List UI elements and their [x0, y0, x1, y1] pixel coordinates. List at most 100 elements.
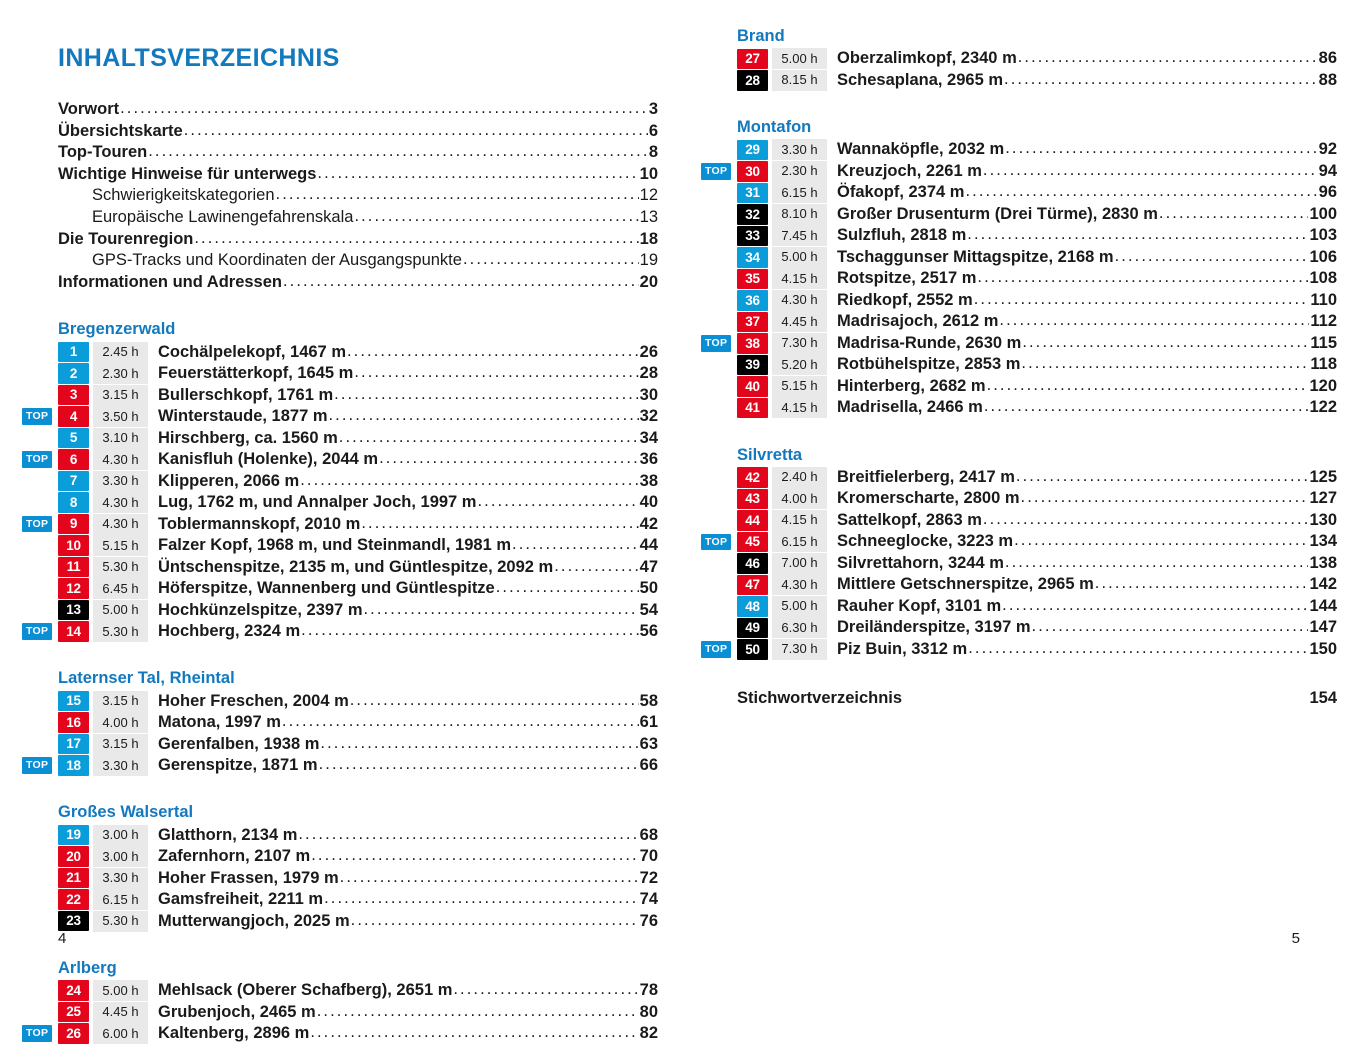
leader-dots: ........................................… [183, 120, 648, 139]
tour-row[interactable]: TOP 9 4.30 h Toblermannskopf, 2010 m.......… [22, 513, 658, 535]
top-badge-slot: TOP [22, 623, 58, 640]
tour-name: Hoher Freschen, 2004 m [158, 691, 349, 710]
front-matter-row[interactable]: Die Tourenregion........................… [58, 229, 658, 251]
left-column: INHALTSVERZEICHNIS Vorwort..............… [22, 0, 658, 1044]
tour-row[interactable]: 33 7.45 h Sulzfluh, 2818 m................… [737, 225, 1337, 247]
tour-row[interactable]: TOP 26 6.00 h Kaltenberg, 2896 m...........… [22, 1023, 658, 1044]
leader-dots: ........................................… [1002, 595, 1308, 614]
tour-row[interactable]: 43 4.00 h Kromerscharte, 2800 m...........… [737, 488, 1337, 510]
tour-name: Üntschenspitze, 2135 m, und Güntlespitze… [158, 557, 554, 576]
tour-row[interactable]: 49 6.30 h Dreiländerspitze, 3197 m........… [737, 617, 1337, 639]
tour-row[interactable]: 21 3.30 h Hoher Frassen, 1979 m...........… [58, 867, 658, 889]
tour-row[interactable]: TOP 6 4.30 h Kanisfluh (Holenke), 2044 m...… [22, 449, 658, 471]
tour-row[interactable]: 40 5.15 h Hinterberg, 2682 m..............… [737, 375, 1337, 398]
tour-row[interactable]: 12 6.45 h Höferspitze, Wannenberg und Günt… [58, 578, 658, 600]
tour-row[interactable]: 17 3.15 h Gerenfalben, 1938 m.............… [58, 733, 658, 755]
tour-name: Oberzalimkopf, 2340 m [837, 49, 1017, 68]
tour-row[interactable]: 44 4.15 h Sattelkopf, 2863 m..............… [737, 509, 1337, 532]
front-matter-row[interactable]: Top-Touren..............................… [58, 142, 658, 164]
tour-row[interactable]: 1 2.45 h Cochälpelekopf, 1467 m...........… [58, 341, 658, 363]
tour-page-number: 58 [639, 691, 658, 710]
tour-row[interactable]: 28 8.15 h Schesaplana, 2965 m.............… [737, 69, 1337, 92]
tour-row[interactable]: 19 3.00 h Glatthorn, 2134 m...............… [58, 824, 658, 846]
tour-row[interactable]: 7 3.30 h Klipperen, 2066 m................… [58, 470, 658, 492]
tour-name: Höferspitze, Wannenberg und Güntlespitze [158, 579, 495, 598]
tour-number-badge: 28 [737, 70, 768, 91]
tour-row[interactable]: 15 3.15 h Hoher Freschen, 2004 m..........… [58, 690, 658, 712]
top-badge-slot: TOP [22, 1025, 58, 1042]
tour-name: Madrisa-Runde, 2630 m [837, 333, 1022, 352]
tour-row[interactable]: TOP 50 7.30 h Piz Buin, 3312 m.............… [701, 638, 1337, 661]
tour-name: Madrisajoch, 2612 m [837, 312, 999, 331]
tour-row[interactable]: 41 4.15 h Madrisella, 2466 m..............… [737, 397, 1337, 419]
tour-duration: 4.30 h [93, 449, 148, 471]
tour-row[interactable]: TOP 45 6.15 h Schneeglocke, 3223 m.........… [701, 531, 1337, 553]
tour-row[interactable]: 23 5.30 h Mutterwangjoch, 2025 m..........… [58, 910, 658, 932]
tour-row[interactable]: 24 5.00 h Mehlsack (Oberer Schafberg), 265… [58, 980, 658, 1002]
tour-duration: 5.30 h [93, 910, 148, 932]
tour-row[interactable]: 8 4.30 h Lug, 1762 m, und Annalper Joch, 1… [58, 492, 658, 514]
tour-row[interactable]: 36 4.30 h Riedkopf, 2552 m................… [737, 289, 1337, 312]
front-matter-label: Übersichtskarte [58, 121, 183, 140]
tour-row[interactable]: TOP 14 5.30 h Hochberg, 2324 m.............… [22, 621, 658, 643]
tour-name: Hinterberg, 2682 m [837, 376, 986, 395]
tour-row[interactable]: 34 5.00 h Tschaggunser Mittagspitze, 2168 … [737, 246, 1337, 269]
tour-row[interactable]: 31 6.15 h Öfakopf, 2374 m.................… [737, 182, 1337, 204]
leader-dots: ........................................… [462, 250, 639, 269]
tour-row[interactable]: 3 3.15 h Bullerschkopf, 1761 m............… [58, 384, 658, 406]
tour-row[interactable]: 20 3.00 h Zafernhorn, 2107 m..............… [58, 846, 658, 868]
tour-row[interactable]: 32 8.10 h Großer Drusenturm (Drei Türme), … [737, 203, 1337, 226]
front-matter-row[interactable]: Schwierigkeitskategorien................… [58, 185, 658, 207]
tour-row[interactable]: 48 5.00 h Rauher Kopf, 3101 m.............… [737, 595, 1337, 618]
tour-page-number: 94 [1318, 161, 1337, 180]
tour-row[interactable]: 29 3.30 h Wannaköpfle, 2032 m.............… [737, 139, 1337, 161]
tour-row[interactable]: 22 6.15 h Gamsfreiheit, 2211 m............… [58, 889, 658, 911]
tour-page-number: 138 [1309, 553, 1337, 572]
tour-number-badge: 6 [58, 449, 89, 470]
tour-row[interactable]: 5 3.10 h Hirschberg, ca. 1560 m...........… [58, 427, 658, 449]
top-badge-slot: TOP [701, 533, 737, 550]
tour-name: Breitfielerberg, 2417 m [837, 467, 1015, 486]
tour-number-badge: 44 [737, 510, 768, 531]
front-matter-row[interactable]: Informationen und Adressen..............… [58, 272, 658, 294]
tour-number-badge: 24 [58, 980, 89, 1001]
region-block: Arlberg 24 5.00 h Mehlsack (Oberer Schafber… [22, 958, 658, 1044]
tour-row[interactable]: 39 5.20 h Rotbühelspitze, 2853 m..........… [737, 354, 1337, 376]
front-matter-row[interactable]: GPS-Tracks und Koordinaten der Ausgangsp… [58, 250, 658, 272]
tour-number-badge: 47 [737, 574, 768, 595]
leader-dots: ........................................… [1004, 69, 1318, 88]
tour-duration: 7.30 h [772, 332, 827, 354]
tour-row[interactable]: 37 4.45 h Madrisajoch, 2612 m.............… [737, 311, 1337, 333]
tour-row[interactable]: 47 4.30 h Mittlere Getschnerspitze, 2965 m… [737, 574, 1337, 596]
tour-row[interactable]: 42 2.40 h Breitfielerberg, 2417 m.........… [737, 466, 1337, 489]
tour-row[interactable]: 2 2.30 h Feuerstätterkopf, 1645 m.........… [58, 363, 658, 385]
tour-number-badge: 38 [737, 333, 768, 354]
tour-name: Rotbühelspitze, 2853 m [837, 355, 1021, 374]
tour-row[interactable]: 35 4.15 h Rotspitze, 2517 m...............… [737, 268, 1337, 290]
tour-number-badge: 14 [58, 621, 89, 642]
top-badge: TOP [701, 335, 731, 352]
tour-row[interactable]: 10 5.15 h Falzer Kopf, 1968 m, und Steinma… [58, 535, 658, 557]
front-matter-row[interactable]: Vorwort.................................… [58, 99, 658, 121]
tour-row[interactable]: 16 4.00 h Matona, 1997 m..................… [58, 712, 658, 734]
leader-dots: ........................................… [361, 513, 639, 532]
tour-row[interactable]: 46 7.00 h Silvrettahorn, 3244 m...........… [737, 552, 1337, 575]
tour-duration: 3.50 h [93, 406, 148, 428]
tour-row[interactable]: 27 5.00 h Oberzalimkopf, 2340 m...........… [737, 48, 1337, 70]
tour-row[interactable]: 13 5.00 h Hochkünzelspitze, 2397 m........… [58, 599, 658, 621]
tour-row[interactable]: TOP 30 2.30 h Kreuzjoch, 2261 m............… [701, 160, 1337, 183]
tour-name: Hirschberg, ca. 1560 m [158, 428, 338, 447]
tour-row[interactable]: TOP 18 3.30 h Gerenspitze, 1871 m..........… [22, 755, 658, 777]
tour-row[interactable]: 11 5.30 h Üntschenspitze, 2135 m, und Günt… [58, 556, 658, 578]
front-matter-row[interactable]: Übersichtskarte.........................… [58, 121, 658, 143]
tour-number-badge: 10 [58, 535, 89, 556]
front-matter-row[interactable]: Wichtige Hinweise für unterwegs.........… [58, 164, 658, 186]
tour-row[interactable]: TOP 4 3.50 h Winterstaude, 1877 m..........… [22, 406, 658, 428]
front-matter-row[interactable]: Europäische Lawinengefahrenskala........… [58, 207, 658, 229]
index-entry-row[interactable]: Stichwortverzeichnis 154 [737, 688, 1337, 710]
tour-page-number: 78 [639, 981, 658, 1000]
index-entry-page: 154 [1309, 689, 1337, 707]
tour-row[interactable]: 25 4.45 h Grubenjoch, 2465 m..............… [58, 1001, 658, 1023]
tour-page-number: 68 [639, 825, 658, 844]
tour-row[interactable]: TOP 38 7.30 h Madrisa-Runde, 2630 m........… [701, 332, 1337, 355]
